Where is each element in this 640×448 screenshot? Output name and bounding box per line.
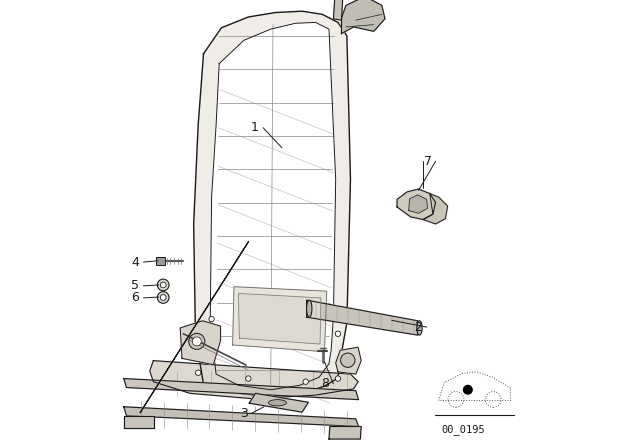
Circle shape xyxy=(160,282,166,288)
Polygon shape xyxy=(239,293,321,344)
Polygon shape xyxy=(249,393,308,412)
Text: 8: 8 xyxy=(321,377,330,391)
Polygon shape xyxy=(140,242,248,413)
Text: 5: 5 xyxy=(131,279,140,293)
Polygon shape xyxy=(124,416,154,428)
Ellipse shape xyxy=(269,400,286,406)
Text: 00_0195: 00_0195 xyxy=(442,424,485,435)
Polygon shape xyxy=(180,321,221,365)
Circle shape xyxy=(157,279,169,291)
Circle shape xyxy=(160,295,166,300)
Circle shape xyxy=(195,370,201,375)
Polygon shape xyxy=(194,11,351,396)
Text: 6: 6 xyxy=(131,291,140,305)
Polygon shape xyxy=(342,0,385,34)
Polygon shape xyxy=(124,407,358,426)
Polygon shape xyxy=(397,189,436,220)
Circle shape xyxy=(340,353,355,367)
Circle shape xyxy=(192,337,201,346)
Polygon shape xyxy=(232,287,326,352)
Polygon shape xyxy=(210,22,335,390)
Polygon shape xyxy=(335,347,361,374)
Circle shape xyxy=(209,316,214,322)
Circle shape xyxy=(335,376,340,381)
Circle shape xyxy=(189,333,205,349)
Polygon shape xyxy=(409,195,428,213)
Circle shape xyxy=(246,376,251,381)
Text: 1: 1 xyxy=(251,121,259,134)
Polygon shape xyxy=(124,379,358,400)
Polygon shape xyxy=(150,361,358,399)
Polygon shape xyxy=(333,0,343,20)
Circle shape xyxy=(303,379,308,384)
Text: 2: 2 xyxy=(415,320,422,334)
Polygon shape xyxy=(307,300,418,335)
Circle shape xyxy=(463,385,472,394)
Ellipse shape xyxy=(417,321,422,335)
Text: 4: 4 xyxy=(131,255,140,269)
Circle shape xyxy=(335,331,340,336)
Polygon shape xyxy=(423,194,448,224)
Text: 3: 3 xyxy=(240,406,248,420)
Circle shape xyxy=(157,292,169,303)
Bar xyxy=(156,257,165,265)
Text: 7: 7 xyxy=(424,155,431,168)
Polygon shape xyxy=(329,426,361,439)
Ellipse shape xyxy=(307,300,312,317)
